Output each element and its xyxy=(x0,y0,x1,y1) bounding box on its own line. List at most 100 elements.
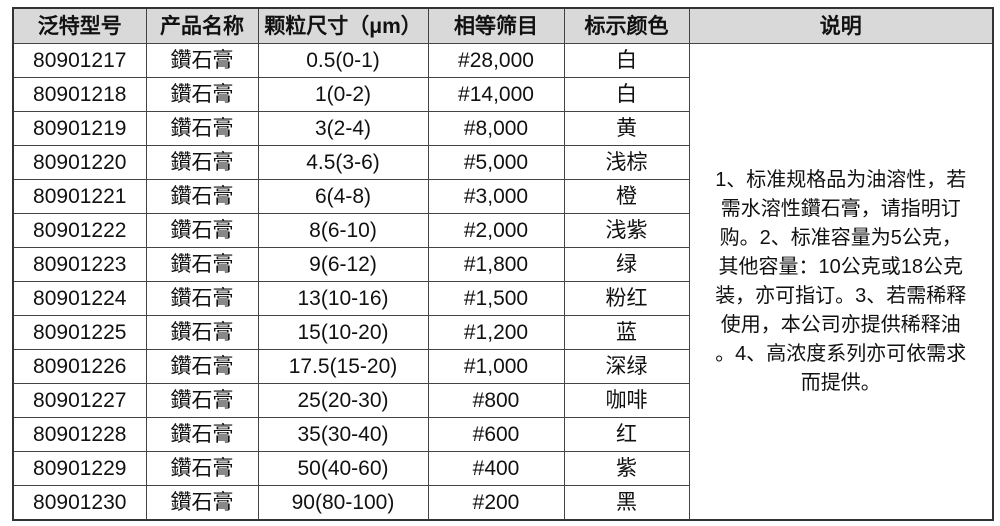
table-row: 80901225 鑽石膏 15(10-20) #1,200 蓝 xyxy=(12,315,993,350)
description-cell: 1、标准规格品为油溶性，若 需水溶性鑽石膏，请指明订 购。2、标准容量为5公克， 其他… xyxy=(688,43,994,521)
table-cell: 鑽石膏 xyxy=(145,111,259,146)
table-cell: 粉红 xyxy=(563,281,690,316)
table-row: 80901218 鑽石膏 1(0-2) #14,000 白 xyxy=(12,77,993,112)
table-cell: 绿 xyxy=(563,247,690,282)
table-row: 80901217 鑽石膏 0.5(0-1) #28,000 白 1、标准规格品为油溶性，若… xyxy=(12,43,994,521)
table-cell: #800 xyxy=(427,383,565,418)
description-line: 其他容量：10公克或18公克 xyxy=(718,255,964,278)
description-line: 需水溶性鑽石膏，请指明订 xyxy=(720,197,961,220)
table-cell: 9(6-12) xyxy=(257,247,429,282)
table-cell: #3,000 xyxy=(427,179,565,214)
header-row: 泛特型号 产品名称 颗粒尺寸（μm） 相等筛目 标示颜色 说明 xyxy=(12,7,994,44)
table-cell: 8(6-10) xyxy=(257,213,429,248)
table-cell: 浅棕 xyxy=(563,145,690,180)
table-body: 80901217 鑽石膏 0.5(0-1) #28,000 白 1、标准规格品为油溶性，若… xyxy=(12,43,994,521)
description-line: 装，亦可指订。3、若需稀释 xyxy=(715,284,967,307)
table-row: 80901220 鑽石膏 4.5(3-6) #5,000 浅棕 xyxy=(12,145,993,180)
table-cell: 0.5(0-1) xyxy=(257,43,429,78)
table-cell: 咖啡 xyxy=(563,383,690,418)
table-cell: 35(30-40) xyxy=(257,417,429,452)
description-line: 使用，本公司亦提供稀释油 xyxy=(720,313,961,336)
table-cell: 50(40-60) xyxy=(257,451,429,486)
description-line: 而提供。 xyxy=(800,371,881,394)
table-cell: 深绿 xyxy=(563,349,690,384)
table-cell: #1,200 xyxy=(427,315,565,350)
description-line: 购。2、标准容量为5公克， xyxy=(719,226,962,249)
table-cell: #400 xyxy=(427,451,565,486)
table-row: 80901221 鑽石膏 6(4-8) #3,000 橙 xyxy=(12,179,993,214)
table-row: 80901230 鑽石膏 90(80-100) #200 黑 xyxy=(12,485,993,521)
table-cell: #1,800 xyxy=(427,247,565,282)
table-cell: 橙 xyxy=(563,179,690,214)
table-cell: 紫 xyxy=(563,451,690,486)
table-cell: 80901218 xyxy=(12,77,147,112)
table-cell: #14,000 xyxy=(427,77,565,112)
table-cell: 4.5(3-6) xyxy=(257,145,429,180)
table-cell: #200 xyxy=(427,485,565,521)
table-cell: 1(0-2) xyxy=(257,77,429,112)
table-cell: 13(10-16) xyxy=(257,281,429,316)
table-cell: 鑽石膏 xyxy=(145,451,259,486)
table-cell: 蓝 xyxy=(563,315,690,350)
column-header: 颗粒尺寸（μm） xyxy=(257,7,429,44)
table-cell: 鑽石膏 xyxy=(145,43,259,78)
table-row: 80901227 鑽石膏 25(20-30) #800 咖啡 xyxy=(12,383,993,418)
column-header: 泛特型号 xyxy=(12,7,147,44)
column-header: 说明 xyxy=(688,7,994,44)
table-cell: 红 xyxy=(563,417,690,452)
table-cell: 鑽石膏 xyxy=(145,247,259,282)
table-cell: 鑽石膏 xyxy=(145,77,259,112)
table-cell: 3(2-4) xyxy=(257,111,429,146)
table-cell: 80901228 xyxy=(12,417,147,452)
table-cell: 浅紫 xyxy=(563,213,690,248)
table-cell: #2,000 xyxy=(427,213,565,248)
table-cell: 鑽石膏 xyxy=(145,213,259,248)
table-cell: 白 xyxy=(563,43,690,78)
table-cell: 黄 xyxy=(563,111,690,146)
table-row: 80901228 鑽石膏 35(30-40) #600 红 xyxy=(12,417,993,452)
table-cell: 鑽石膏 xyxy=(145,145,259,180)
table-cell: 80901221 xyxy=(12,179,147,214)
table-cell: 80901222 xyxy=(12,213,147,248)
table-cell: 80901223 xyxy=(12,247,147,282)
table-cell: 80901217 xyxy=(12,43,147,78)
table-cell: 80901224 xyxy=(12,281,147,316)
column-header: 相等筛目 xyxy=(427,7,565,44)
table-cell: 80901227 xyxy=(12,383,147,418)
table-cell: 黑 xyxy=(563,485,690,521)
table-cell: 80901219 xyxy=(12,111,147,146)
table-cell: #1,500 xyxy=(427,281,565,316)
table-cell: 鑽石膏 xyxy=(145,315,259,350)
table-cell: 80901226 xyxy=(12,349,147,384)
table-cell: 鑽石膏 xyxy=(145,281,259,316)
table-row: 80901219 鑽石膏 3(2-4) #8,000 黄 xyxy=(12,111,993,146)
description-line: 。4、高浓度系列亦可依需求 xyxy=(715,342,967,365)
table-cell: 25(20-30) xyxy=(257,383,429,418)
table-cell: 80901230 xyxy=(12,485,147,521)
table-cell: 鑽石膏 xyxy=(145,179,259,214)
table-cell: 鑽石膏 xyxy=(145,485,259,521)
table-cell: #8,000 xyxy=(427,111,565,146)
table-cell: 80901225 xyxy=(12,315,147,350)
table-cell: 白 xyxy=(563,77,690,112)
table-cell: 6(4-8) xyxy=(257,179,429,214)
table-row: 80901222 鑽石膏 8(6-10) #2,000 浅紫 xyxy=(12,213,993,248)
table-cell: 鑽石膏 xyxy=(145,417,259,452)
table-row: 80901229 鑽石膏 50(40-60) #400 紫 xyxy=(12,451,993,486)
table-cell: 15(10-20) xyxy=(257,315,429,350)
description-line: 1、标准规格品为油溶性，若 xyxy=(715,168,967,191)
column-header: 标示颜色 xyxy=(563,7,690,44)
product-table: 泛特型号 产品名称 颗粒尺寸（μm） 相等筛目 标示颜色 说明 80901217 鑽石膏 0.… xyxy=(12,7,994,521)
table-cell: #600 xyxy=(427,417,565,452)
table-row: 80901223 鑽石膏 9(6-12) #1,800 绿 xyxy=(12,247,993,282)
table-cell: #28,000 xyxy=(427,43,565,78)
table-cell: 鑽石膏 xyxy=(145,383,259,418)
column-header: 产品名称 xyxy=(145,7,259,44)
table-cell: 17.5(15-20) xyxy=(257,349,429,384)
table-row: 80901226 鑽石膏 17.5(15-20) #1,000 深绿 xyxy=(12,349,993,384)
table-cell: 鑽石膏 xyxy=(145,349,259,384)
table-cell: 90(80-100) xyxy=(257,485,429,521)
table-cell: #1,000 xyxy=(427,349,565,384)
table-cell: 80901220 xyxy=(12,145,147,180)
table-cell: #5,000 xyxy=(427,145,565,180)
